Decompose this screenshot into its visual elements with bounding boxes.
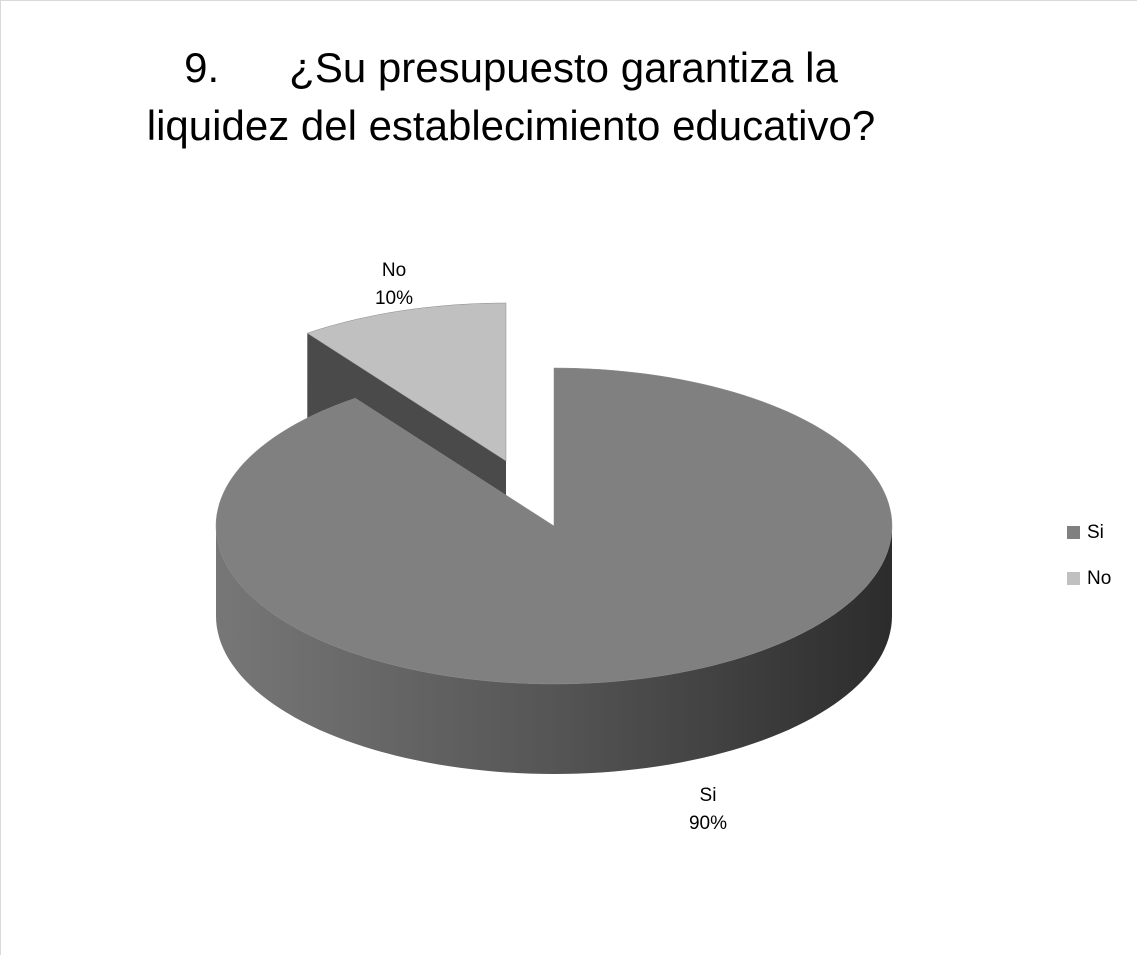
data-label: 90% xyxy=(689,813,727,834)
legend-label: Si xyxy=(1087,522,1104,543)
chart-title: 9. ¿Su presupuesto garantiza la liquidez… xyxy=(146,44,876,149)
legend-label: No xyxy=(1087,568,1111,589)
legend-swatch xyxy=(1067,526,1080,539)
legend-swatch xyxy=(1067,572,1080,585)
data-label-category: Si xyxy=(700,785,717,806)
data-label-category: No xyxy=(382,260,406,281)
data-label: 10% xyxy=(375,288,413,309)
slice xyxy=(306,302,507,462)
slice-side xyxy=(216,526,892,774)
slice xyxy=(215,367,893,685)
